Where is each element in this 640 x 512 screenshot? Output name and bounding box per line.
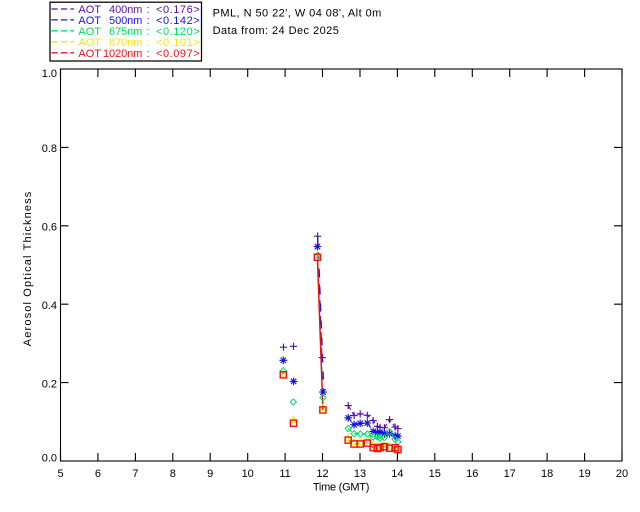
svg-text:17: 17 [504,468,516,480]
svg-text:20: 20 [616,468,628,480]
svg-text:0.0: 0.0 [42,453,57,465]
svg-text:11: 11 [279,468,290,480]
svg-text:14: 14 [391,468,403,480]
svg-text::: : [147,48,150,60]
svg-text:13: 13 [354,468,366,480]
svg-text:AOT: AOT [78,26,101,38]
svg-text:<0.120>: <0.120> [156,26,200,38]
svg-text:0.8: 0.8 [42,143,57,155]
svg-text:400nm: 400nm [109,4,142,16]
svg-text:<0.176>: <0.176> [156,4,200,16]
svg-text:10: 10 [242,468,254,480]
svg-text:AOT: AOT [78,4,101,16]
svg-text:AOT: AOT [78,48,101,60]
svg-text:5: 5 [57,468,63,480]
svg-text:7: 7 [132,468,138,480]
svg-text:9: 9 [207,468,213,480]
svg-text:PML, N 50 22', W 04 08', Alt 0: PML, N 50 22', W 04 08', Alt 0m [213,8,382,20]
svg-text:675nm: 675nm [109,26,142,38]
svg-text::: : [147,4,150,16]
svg-text:18: 18 [541,468,553,480]
svg-text::: : [147,37,150,49]
svg-text:16: 16 [466,468,478,480]
svg-text:AOT: AOT [78,15,101,27]
svg-text:870nm: 870nm [109,37,142,49]
svg-text:0.6: 0.6 [42,222,57,234]
svg-text:1.0: 1.0 [42,68,57,80]
svg-text::: : [147,26,150,38]
svg-text:12: 12 [316,468,328,480]
svg-text:6: 6 [95,468,101,480]
svg-text:<0.142>: <0.142> [156,15,200,27]
svg-text:0.2: 0.2 [42,378,57,390]
svg-text:<0.097>: <0.097> [156,48,200,60]
svg-text:0.4: 0.4 [42,300,57,312]
svg-text:15: 15 [429,468,441,480]
svg-text:19: 19 [578,468,590,480]
svg-text:1020nm: 1020nm [103,48,142,60]
svg-text:Data from: 24 Dec 2025: Data from: 24 Dec 2025 [213,25,340,37]
svg-text:Aerosol Optical Thickness: Aerosol Optical Thickness [22,191,34,347]
svg-text:<0.101>: <0.101> [156,37,200,49]
svg-text::: : [147,15,150,27]
svg-text:500nm: 500nm [109,15,142,27]
svg-text:8: 8 [170,468,176,480]
svg-text:AOT: AOT [78,37,101,49]
svg-text:Time (GMT): Time (GMT) [313,481,369,493]
